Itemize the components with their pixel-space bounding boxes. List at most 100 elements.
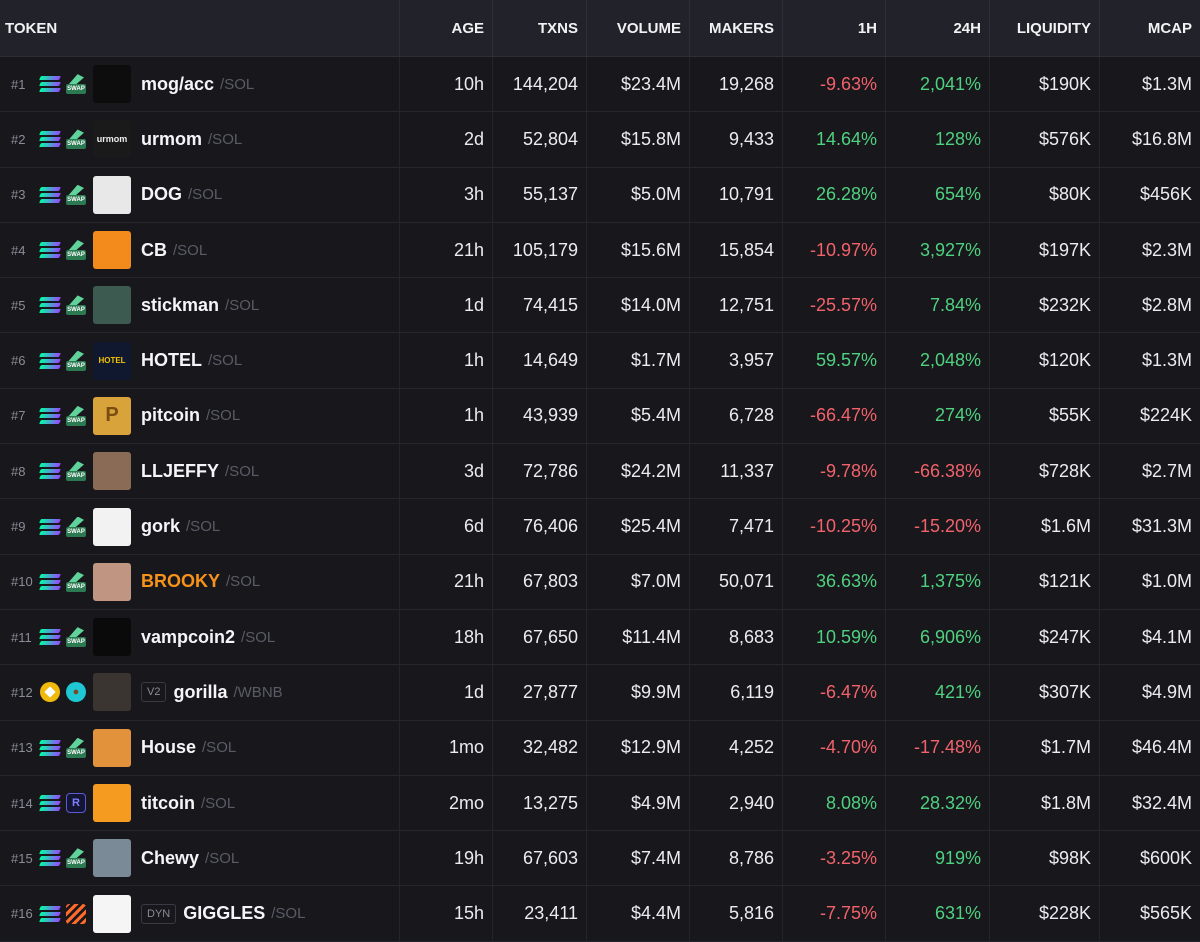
table-row[interactable]: #11 SWAP vampcoin2/SOL 18h 67,650 $11.4M 8,683… (0, 609, 1200, 666)
token-cell[interactable]: #15 SWAP Chewy/SOL (0, 831, 400, 886)
age-value: 1h (400, 333, 493, 388)
age-value: 1mo (400, 720, 493, 775)
table-row[interactable]: #3 SWAP DOG/SOL 3h 55,137 $5.0M 10,791 26.28% 65… (0, 167, 1200, 223)
change-1h-value: -10.97% (783, 222, 886, 278)
liquidity-value: $232K (990, 278, 1100, 333)
txns-value: 144,204 (493, 57, 587, 112)
rank-label: #14 (11, 795, 33, 811)
col-volume-header[interactable]: VOLUME (587, 0, 690, 57)
vamp-avatar (93, 618, 131, 657)
token-cell[interactable]: #3 SWAP DOG/SOL (0, 167, 400, 222)
table-row[interactable]: #4 SWAP CB/SOL 21h 105,179 $15.6M 15,854 -10.97… (0, 222, 1200, 279)
quote-token: /SOL (220, 75, 255, 93)
token-cell[interactable]: #1 SWAP mog/acc/SOL (0, 57, 400, 112)
liquidity-value: $190K (990, 57, 1100, 112)
table-row[interactable]: #5 SWAP stickman/SOL 1d 74,415 $14.0M 12,751 -2… (0, 278, 1200, 334)
token-symbol: DOG (141, 184, 183, 205)
table-row[interactable]: #8 SWAP LLJEFFY/SOL 3d 72,786 $24.2M 11,337 -9.… (0, 444, 1200, 500)
change-1h-value: 36.63% (783, 554, 886, 609)
solana-icon (39, 242, 61, 259)
token-cell[interactable]: #2 SWAP urmom urmom/SOL (0, 112, 400, 167)
table-row[interactable]: #15 SWAP Chewy/SOL 19h 67,603 $7.4M 8,786 -3.25… (0, 831, 1200, 887)
makers-value: 8,786 (690, 831, 783, 886)
col-txns-header[interactable]: TXNS (493, 0, 587, 57)
liquidity-value: $197K (990, 222, 1100, 278)
token-symbol: gorilla (173, 681, 228, 702)
solana-icon (39, 629, 61, 646)
makers-value: 3,957 (690, 333, 783, 388)
house-avatar (93, 728, 131, 767)
volume-value: $23.4M (587, 57, 690, 112)
swap-icon: SWAP (66, 737, 86, 758)
solana-icon (39, 518, 61, 535)
change-1h-value: 10.59% (783, 609, 886, 665)
token-cell[interactable]: #5 SWAP stickman/SOL (0, 278, 400, 333)
hotel-avatar: HOTEL (93, 341, 131, 380)
quote-token: /SOL (173, 241, 208, 259)
swap-icon: SWAP (66, 184, 86, 205)
change-24h-value: -66.38% (886, 444, 990, 499)
table-row[interactable]: #12 ● V2 gorilla/WBNB 1d 27,877 $9.9M 6,119 -6.4… (0, 665, 1200, 721)
token-symbol: stickman (141, 294, 220, 315)
token-cell[interactable]: #13 SWAP House/SOL (0, 720, 400, 775)
change-1h-value: -3.25% (783, 831, 886, 886)
solana-icon (39, 186, 61, 203)
col-makers-header[interactable]: MAKERS (690, 0, 783, 57)
token-symbol: pitcoin (141, 405, 200, 426)
table-row[interactable]: #2 SWAP urmom urmom/SOL 2d 52,804 $15.8M 9,433 1… (0, 112, 1200, 168)
rank-label: #12 (11, 684, 33, 700)
rank-label: #8 (11, 463, 26, 479)
col-liquidity-header[interactable]: LIQUIDITY (990, 0, 1100, 57)
volume-value: $15.8M (587, 112, 690, 167)
token-cell[interactable]: #11 SWAP vampcoin2/SOL (0, 609, 400, 665)
makers-value: 4,252 (690, 720, 783, 775)
mcap-value: $4.1M (1141, 626, 1192, 647)
table-header: TOKEN AGE TXNS VOLUME MAKERS 1H 24H LIQU… (0, 0, 1200, 57)
token-cell[interactable]: #12 ● V2 gorilla/WBNB (0, 665, 400, 720)
liquidity-value: $728K (990, 444, 1100, 499)
table-row[interactable]: #13 SWAP House/SOL 1mo 32,482 $12.9M 4,252 -4.7… (0, 720, 1200, 776)
gork-avatar (93, 507, 131, 546)
token-cell[interactable]: #6 SWAP HOTEL HOTEL/SOL (0, 333, 400, 388)
table-row[interactable]: #6 SWAP HOTEL HOTEL/SOL 1h 14,649 $1.7M 3,957 59… (0, 333, 1200, 389)
makers-value: 19,268 (690, 57, 783, 112)
token-cell[interactable]: #8 SWAP LLJEFFY/SOL (0, 444, 400, 499)
rank-label: #6 (11, 353, 26, 369)
col-24h-header[interactable]: 24H (886, 0, 990, 57)
rank-label: #2 (11, 131, 26, 147)
txns-value: 67,650 (493, 609, 587, 665)
rank-label: #4 (11, 242, 26, 258)
token-cell[interactable]: #4 SWAP CB/SOL (0, 222, 400, 278)
quote-token: /SOL (225, 462, 260, 480)
mcap-value: $2.3M (1141, 239, 1192, 260)
change-1h-value: -9.63% (783, 57, 886, 112)
token-cell[interactable]: #10 SWAP BROOKY/SOL (0, 554, 400, 609)
gorilla-avatar (93, 673, 131, 712)
change-24h-value: 919% (886, 831, 990, 886)
table-row[interactable]: #9 SWAP gork/SOL 6d 76,406 $25.4M 7,471 -10.25%… (0, 499, 1200, 555)
token-cell[interactable]: #9 SWAP gork/SOL (0, 499, 400, 554)
txns-value: 32,482 (493, 720, 587, 775)
token-symbol: GIGGLES (183, 903, 266, 924)
table-row[interactable]: #16 DYN GIGGLES/SOL 15h 23,411 $4.4M 5,816 -7.7… (0, 886, 1200, 942)
makers-value: 7,471 (690, 499, 783, 554)
token-cell[interactable]: #16 DYN GIGGLES/SOL (0, 886, 400, 941)
txns-value: 55,137 (493, 167, 587, 222)
col-token-header[interactable]: TOKEN (0, 0, 400, 57)
titcoin-avatar (93, 784, 131, 822)
table-row[interactable]: #10 SWAP BROOKY/SOL 21h 67,803 $7.0M 50,071 36.… (0, 554, 1200, 610)
col-mcap-header[interactable]: MCAP (1147, 20, 1192, 37)
table-row[interactable]: #1 SWAP mog/acc/SOL 10h 144,204 $23.4M 19,268-… (0, 57, 1200, 113)
solana-icon (39, 573, 61, 590)
age-value: 15h (400, 886, 493, 941)
solana-icon (39, 463, 61, 480)
col-1h-header[interactable]: 1H (783, 0, 886, 57)
liquidity-value: $307K (990, 665, 1100, 720)
liquidity-value: $228K (990, 886, 1100, 941)
col-age-header[interactable]: AGE (400, 0, 493, 57)
age-value: 19h (400, 831, 493, 886)
